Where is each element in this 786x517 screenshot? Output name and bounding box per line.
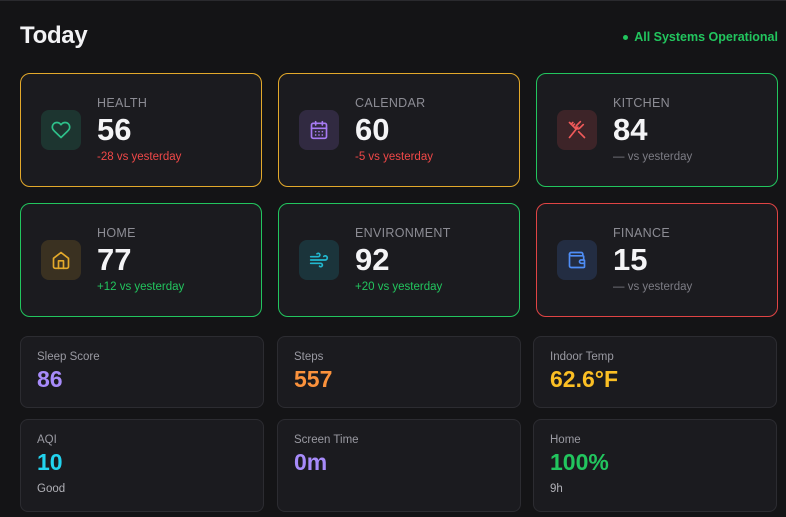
metric-label: Steps (294, 351, 324, 363)
calendar-icon (299, 110, 339, 150)
card-label: CALENDAR (355, 96, 426, 110)
card-delta: -5 vs yesterday (355, 151, 433, 163)
top-divider (0, 0, 786, 1)
card-health[interactable]: HEALTH 56 -28 vs yesterday (20, 73, 262, 187)
metric-home[interactable]: Home 100% 9h (533, 419, 777, 512)
card-score: 92 (355, 242, 390, 277)
card-score: 56 (97, 112, 132, 147)
card-delta: — vs yesterday (613, 281, 693, 293)
utensils-icon (557, 110, 597, 150)
card-label: HOME (97, 226, 136, 240)
header: Today All Systems Operational (20, 22, 778, 52)
metric-value: 62.6°F (550, 366, 619, 392)
metric-value: 10 (37, 449, 63, 475)
metric-value: 0m (294, 449, 328, 475)
card-label: FINANCE (613, 226, 670, 240)
wind-icon (299, 240, 339, 280)
metric-label: Sleep Score (37, 351, 100, 363)
card-finance[interactable]: FINANCE 15 — vs yesterday (536, 203, 778, 317)
card-home[interactable]: HOME 77 +12 vs yesterday (20, 203, 262, 317)
metric-subtext: Good (37, 483, 66, 495)
card-calendar[interactable]: CALENDAR 60 -5 vs yesterday (278, 73, 520, 187)
metric-label: AQI (37, 434, 57, 446)
metric-steps[interactable]: Steps 557 (277, 336, 521, 408)
card-delta: +12 vs yesterday (97, 281, 185, 293)
metric-value: 557 (294, 366, 333, 392)
status-dot-icon (623, 34, 629, 40)
card-score: 15 (613, 242, 648, 277)
wallet-icon (557, 240, 597, 280)
metric-label: Screen Time (294, 434, 359, 446)
heart-icon (41, 110, 81, 150)
metric-aqi[interactable]: AQI 10 Good (20, 419, 264, 512)
card-delta: — vs yesterday (613, 151, 693, 163)
status-text: All Systems Operational (634, 30, 778, 44)
metric-value: 100% (550, 449, 609, 475)
metric-screen-time[interactable]: Screen Time 0m (277, 419, 521, 512)
metric-value: 86 (37, 366, 63, 392)
card-score: 77 (97, 242, 132, 277)
metric-label: Indoor Temp (550, 351, 614, 363)
card-label: ENVIRONMENT (355, 226, 451, 240)
card-score: 60 (355, 112, 390, 147)
card-label: KITCHEN (613, 96, 670, 110)
card-delta: -28 vs yesterday (97, 151, 182, 163)
metric-sleep-score[interactable]: Sleep Score 86 (20, 336, 264, 408)
card-kitchen[interactable]: KITCHEN 84 — vs yesterday (536, 73, 778, 187)
metric-subtext: 9h (550, 483, 563, 495)
system-status: All Systems Operational (623, 30, 778, 44)
metric-indoor-temp[interactable]: Indoor Temp 62.6°F (533, 336, 777, 408)
house-icon (41, 240, 81, 280)
card-environment[interactable]: ENVIRONMENT 92 +20 vs yesterday (278, 203, 520, 317)
card-score: 84 (613, 112, 648, 147)
card-delta: +20 vs yesterday (355, 281, 443, 293)
metric-label: Home (550, 434, 581, 446)
page-title: Today (20, 22, 88, 49)
card-label: HEALTH (97, 96, 148, 110)
